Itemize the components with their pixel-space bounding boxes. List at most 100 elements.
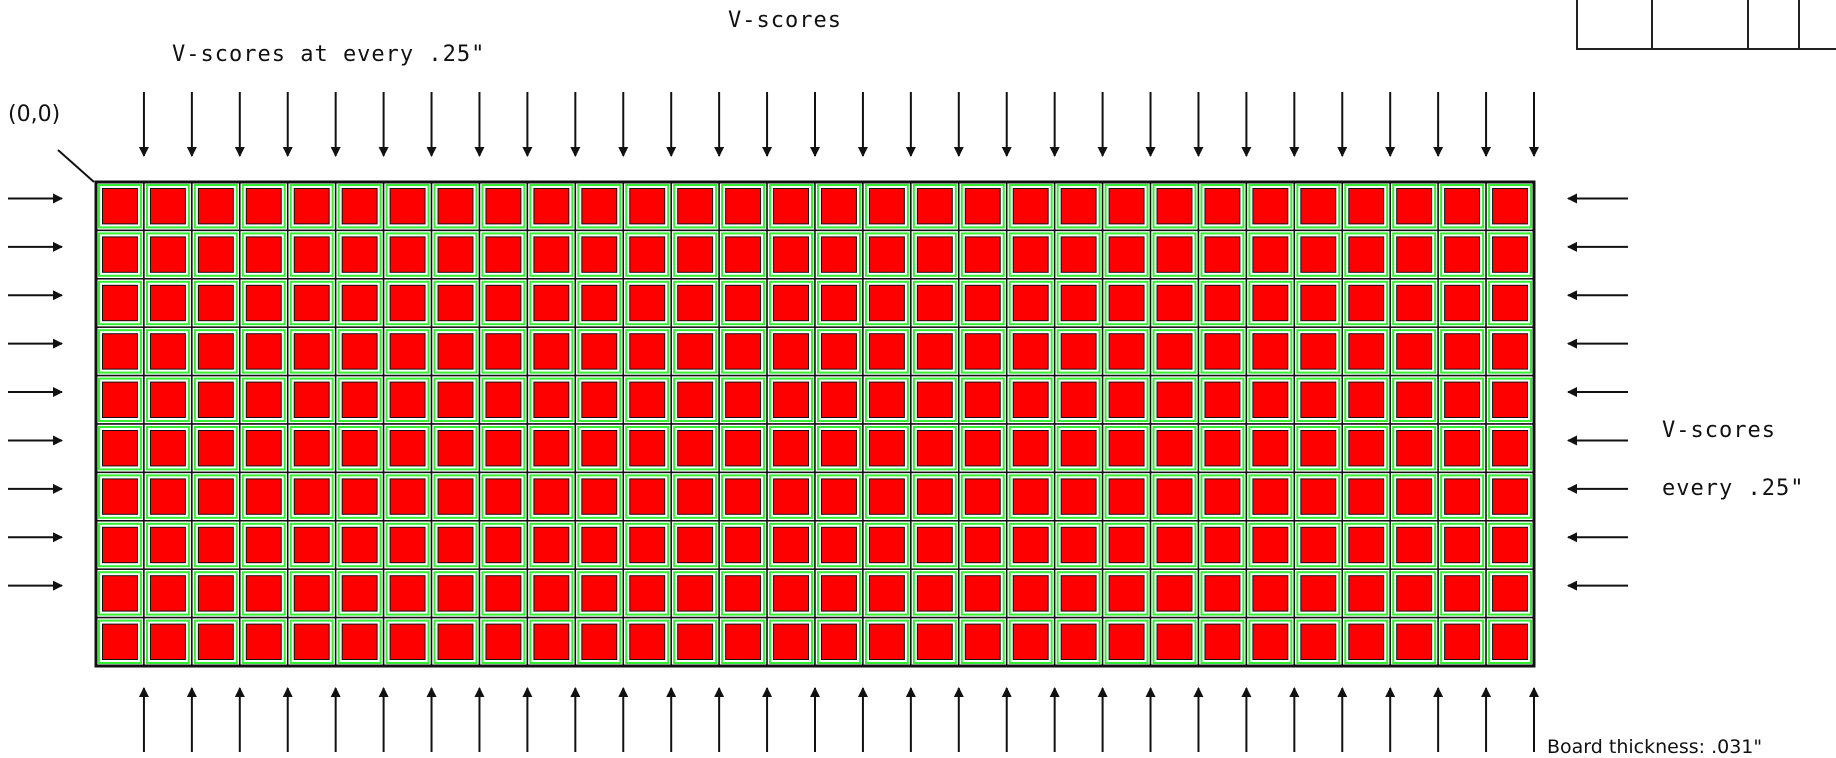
cell-green-frame — [625, 280, 670, 326]
cell-green-frame — [912, 377, 957, 423]
cell-green-frame — [193, 426, 238, 471]
cell-green-frame — [289, 377, 334, 423]
cell-green-frame — [385, 329, 430, 374]
cell-red-square — [197, 236, 234, 273]
cell-red-square — [725, 623, 762, 660]
cell-red-square — [821, 575, 857, 612]
cell-green-frame — [864, 280, 909, 326]
cell-green-frame — [1200, 571, 1245, 616]
cell-green-frame — [1440, 619, 1485, 664]
cell-red-square — [1108, 575, 1145, 612]
cell-green-frame — [1104, 426, 1149, 471]
cell-green-frame — [864, 232, 909, 277]
cell-red-square — [1252, 623, 1289, 660]
cell-green-frame — [481, 426, 526, 471]
cell-red-square — [1252, 575, 1289, 612]
cell-red-square — [1156, 188, 1193, 225]
cell-red-square — [821, 623, 857, 660]
cell-red-square — [533, 623, 570, 660]
cell-green-frame — [769, 377, 813, 423]
cell-red-square — [245, 623, 282, 660]
cell-red-square — [102, 333, 138, 370]
cell-red-square — [245, 430, 282, 467]
cell-green-frame — [960, 329, 1005, 374]
cell-red-square — [964, 333, 1001, 370]
cell-green-frame — [1008, 377, 1053, 423]
cell-red-square — [1060, 575, 1097, 612]
cell-green-frame — [385, 619, 430, 664]
cell-green-frame — [529, 232, 574, 277]
cell-red-square — [1156, 623, 1193, 660]
cell-red-square — [1492, 430, 1528, 467]
cell-green-frame — [864, 329, 909, 374]
cell-green-frame — [241, 280, 286, 326]
cell-green-frame — [1104, 232, 1149, 277]
cell-green-frame — [1200, 522, 1245, 568]
cell-red-square — [581, 333, 618, 370]
cell-red-square — [341, 478, 378, 515]
cell-green-frame — [912, 522, 957, 568]
cell-red-square — [1348, 333, 1385, 370]
title-block-table — [1576, 0, 1836, 50]
cell-green-frame — [769, 232, 813, 277]
cell-red-square — [1396, 526, 1433, 564]
cell-red-square — [773, 188, 809, 225]
cell-red-square — [1204, 526, 1241, 564]
cell-red-square — [1060, 188, 1097, 225]
cell-green-frame — [625, 522, 670, 568]
cell-green-frame — [98, 426, 142, 471]
cell-green-frame — [673, 426, 718, 471]
cell-green-frame — [145, 232, 190, 277]
cell-red-square — [197, 575, 234, 612]
cell-green-frame — [1392, 619, 1437, 664]
cell-red-square — [102, 526, 138, 564]
cell-green-frame — [98, 474, 142, 519]
cell-green-frame — [864, 377, 909, 423]
cell-green-frame — [1488, 232, 1532, 277]
cell-green-frame — [960, 426, 1005, 471]
cell-green-frame — [433, 232, 478, 277]
cell-red-square — [581, 188, 618, 225]
cell-green-frame — [721, 571, 766, 616]
cell-green-frame — [1344, 522, 1389, 568]
cell-green-frame — [721, 474, 766, 519]
cell-green-frame — [673, 329, 718, 374]
cell-green-frame — [817, 522, 861, 568]
cell-red-square — [773, 478, 809, 515]
cell-red-square — [102, 381, 138, 419]
cell-green-frame — [337, 426, 382, 471]
cell-red-square — [533, 333, 570, 370]
cell-green-frame — [289, 184, 334, 229]
cell-red-square — [1204, 623, 1241, 660]
cell-green-frame — [673, 619, 718, 664]
cell-red-square — [629, 333, 666, 370]
cell-green-frame — [1344, 474, 1389, 519]
cell-green-frame — [769, 280, 813, 326]
cell-green-frame — [577, 232, 622, 277]
diagram-title: V-scores — [728, 8, 842, 33]
cell-red-square — [293, 575, 330, 612]
cell-red-square — [677, 478, 714, 515]
cell-red-square — [293, 478, 330, 515]
cell-green-frame — [673, 522, 718, 568]
right-arrow-group — [1567, 193, 1628, 591]
cell-green-frame — [1296, 522, 1341, 568]
cell-red-square — [1300, 381, 1337, 419]
cell-green-frame — [289, 280, 334, 326]
cell-green-frame — [1392, 232, 1437, 277]
cell-green-frame — [481, 474, 526, 519]
cell-green-frame — [912, 280, 957, 326]
cell-green-frame — [1392, 474, 1437, 519]
cell-green-frame — [193, 184, 238, 229]
cell-green-frame — [1008, 522, 1053, 568]
cell-green-frame — [1056, 571, 1101, 616]
cell-red-square — [245, 188, 282, 225]
cell-green-frame — [289, 426, 334, 471]
cell-green-frame — [577, 280, 622, 326]
cell-green-frame — [721, 619, 766, 664]
cell-green-frame — [1152, 280, 1197, 326]
cell-green-frame — [912, 619, 957, 664]
cell-green-frame — [1296, 184, 1341, 229]
cell-red-square — [533, 284, 570, 322]
cell-green-frame — [337, 474, 382, 519]
